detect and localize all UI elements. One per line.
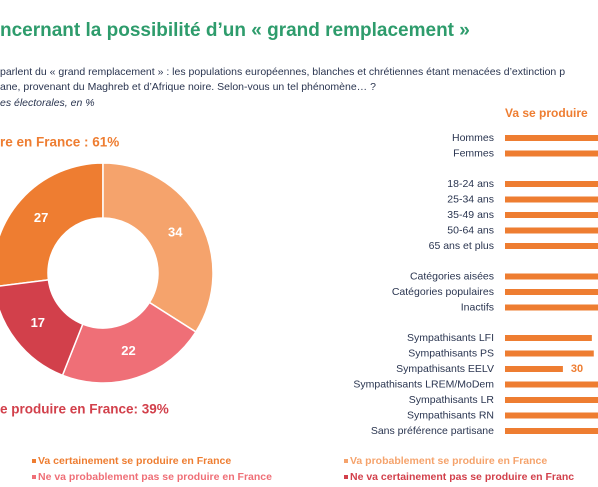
bar-chart-title: Va se produire bbox=[505, 106, 588, 120]
bar bbox=[505, 181, 598, 187]
category-label: Sympathisants EELV bbox=[396, 363, 494, 375]
intro-line: parlent du « grand remplacement » : les … bbox=[0, 66, 565, 78]
category-label: Sympathisants LREM/MoDem bbox=[353, 378, 494, 390]
bar bbox=[505, 304, 598, 311]
slice-label: 17 bbox=[31, 315, 45, 330]
category-label: Sympathisants LFI bbox=[407, 332, 494, 344]
legend-entry: Va certainement se produire en France bbox=[38, 455, 231, 467]
legend-swatch bbox=[32, 459, 36, 463]
bar bbox=[505, 381, 598, 388]
legend-swatch bbox=[344, 475, 348, 479]
annotation: re en France : 61% bbox=[0, 135, 119, 150]
slice-label: 34 bbox=[168, 225, 183, 240]
pie-slice bbox=[102, 162, 214, 333]
bar bbox=[505, 227, 598, 234]
category-label: Sympathisants LR bbox=[409, 394, 495, 406]
legend-swatch bbox=[32, 475, 36, 479]
category-label: Femmes bbox=[453, 147, 494, 159]
bar bbox=[505, 289, 598, 295]
slice-label: 22 bbox=[121, 343, 135, 358]
category-label: Sympathisants PS bbox=[408, 347, 494, 359]
bar bbox=[505, 397, 598, 403]
category-label: Catégories aisées bbox=[410, 270, 494, 282]
legend-swatch bbox=[344, 459, 348, 463]
bar bbox=[505, 428, 598, 434]
bar bbox=[505, 150, 598, 157]
page-title: ncernant la possibilité d’un « grand rem… bbox=[0, 20, 470, 41]
category-label: 18-24 ans bbox=[447, 178, 494, 190]
bar bbox=[505, 335, 592, 341]
category-label: Sympathisants RN bbox=[407, 409, 494, 421]
category-label: Inactifs bbox=[461, 301, 494, 313]
bar bbox=[505, 196, 598, 203]
category-label: 25-34 ans bbox=[447, 193, 494, 205]
category-label: 50-64 ans bbox=[447, 224, 494, 236]
bar bbox=[505, 212, 598, 218]
bar bbox=[505, 243, 598, 249]
bar bbox=[505, 350, 594, 357]
category-label: 35-49 ans bbox=[447, 209, 494, 221]
slice-label: 27 bbox=[34, 210, 48, 225]
bar bbox=[505, 273, 598, 280]
category-label: Sans préférence partisane bbox=[371, 425, 494, 437]
category-label: Hommes bbox=[452, 132, 494, 144]
bar bbox=[505, 412, 598, 419]
category-label: 65 ans et plus bbox=[429, 240, 494, 252]
legend-entry: Va probablement se produire en France bbox=[350, 455, 547, 467]
intro-line: ane, provenant du Maghreb et d’Afrique n… bbox=[0, 81, 376, 93]
pie-slice bbox=[0, 279, 84, 377]
category-label: Catégories populaires bbox=[392, 286, 494, 298]
bar bbox=[505, 135, 598, 141]
annotation: e produire en France: 39% bbox=[0, 402, 169, 417]
pie-slice bbox=[61, 301, 197, 384]
pie-slice bbox=[0, 162, 104, 287]
value-label: 30 bbox=[571, 363, 583, 375]
legend-entry: Ne va certainement pas se produire en Fr… bbox=[350, 471, 574, 483]
bar bbox=[505, 366, 563, 372]
legend-entry: Ne va probablement pas se produire en Fr… bbox=[38, 471, 272, 483]
note: es électorales, en % bbox=[0, 97, 95, 109]
